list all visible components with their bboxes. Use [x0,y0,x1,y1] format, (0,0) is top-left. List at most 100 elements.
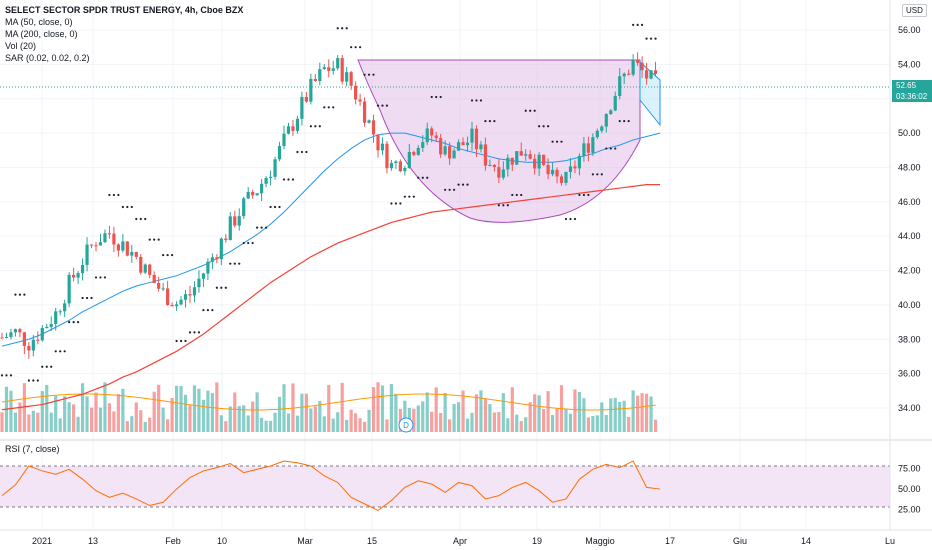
sar-dot [256,226,259,229]
volume-bar [501,393,505,432]
sar-dot [242,241,245,245]
candle-body [18,329,22,333]
sar-dot [63,350,66,353]
sar-dot [345,27,348,30]
sar-dot [206,308,210,312]
rsi-tick-label: 50.00 [898,484,921,494]
volume-bar [604,414,608,432]
legend-ma200[interactable]: MA (200, close, 0) [5,29,78,39]
candle-body [103,233,107,243]
volume-bar [519,421,523,432]
volume-bar [550,414,555,432]
candle-body [461,142,465,146]
sar-dot [197,331,201,334]
candle-body [604,114,608,127]
sar-dot [211,308,214,312]
candle-body [519,151,523,156]
volume-bar [515,414,519,432]
candle-body [613,95,617,111]
candle-body [537,154,541,169]
sar-dot [538,125,541,128]
time-tick-label: Lu [885,536,895,546]
sar-dot [32,379,35,382]
sar-dot [654,37,657,40]
candle-body [282,133,286,147]
volume-bar [251,401,255,432]
candle-body [358,99,362,102]
sar-dot [399,202,402,205]
volume-bar [107,403,112,432]
candle-body [649,70,653,79]
sar-dot [215,286,218,289]
symbol-title[interactable]: SELECT SECTOR SPDR TRUST ENERGY, 4h, Cbo… [5,5,244,15]
sar-dot [506,204,509,207]
sar-dot [76,320,80,324]
candle-body [112,233,116,245]
legend-ma50[interactable]: MA (50, close, 0) [5,17,73,27]
legend-sar[interactable]: SAR (0.02, 0.02, 0.2) [5,53,90,63]
candle-body [4,337,9,339]
candle-body [564,171,568,183]
sar-dot [238,262,241,265]
sar-dot [305,150,308,154]
candle-body [174,304,179,307]
sar-dot [363,73,366,76]
candle-body [85,244,89,265]
candle-body [233,216,237,226]
sar-dot [54,350,57,353]
sar-dot [448,188,451,191]
candle-body [448,146,452,159]
volume-bar [80,383,85,432]
legend-volume[interactable]: Vol (20) [5,41,37,51]
sar-dot [439,95,442,99]
volume-bar [371,387,376,432]
candle-body [295,118,300,131]
sar-dot [260,226,263,229]
candle-body [197,278,201,288]
sar-dot [27,379,30,382]
candle-body [143,264,147,273]
volume-bar [425,392,429,432]
sar-dot [314,125,317,128]
volume-bar [268,420,273,432]
candle-body [291,126,295,131]
volume-bar [210,393,214,432]
sar-dot [381,104,384,107]
sar-dot [636,23,639,26]
sar-dot [287,178,290,181]
rsi-legend[interactable]: RSI (7, close) [5,444,60,454]
sar-dot [220,286,223,289]
candle-body [331,68,335,71]
sar-dot [649,37,653,40]
candle-body [201,273,206,279]
volume-bar [542,408,546,432]
time-tick-label: 17 [665,536,675,546]
candle-body [636,59,640,63]
candle-body [40,327,44,341]
candle-body [479,144,483,150]
volume-bar [622,400,626,432]
sar-dot [479,99,483,102]
volume-bar [452,403,456,432]
candle-body [506,157,510,170]
sar-dots [0,23,657,382]
volume-bar [246,415,250,432]
volume-bar [152,391,156,432]
volume-bar [295,415,300,432]
time-tick-label: 13 [88,536,98,546]
candle-body [260,183,264,194]
volume-bar [219,415,223,432]
candle-body [403,168,407,172]
volume-bar [362,421,367,432]
candle-body [166,288,170,306]
volume-ma [1,393,656,411]
volume-bar [506,418,510,432]
sar-dot [0,374,4,377]
price-tick-label: 48.00 [898,162,921,172]
candle-body [161,288,165,290]
currency-badge[interactable]: USD [902,4,927,17]
sar-dot [103,276,107,279]
candle-body [72,274,76,278]
volume-bar [631,390,635,432]
